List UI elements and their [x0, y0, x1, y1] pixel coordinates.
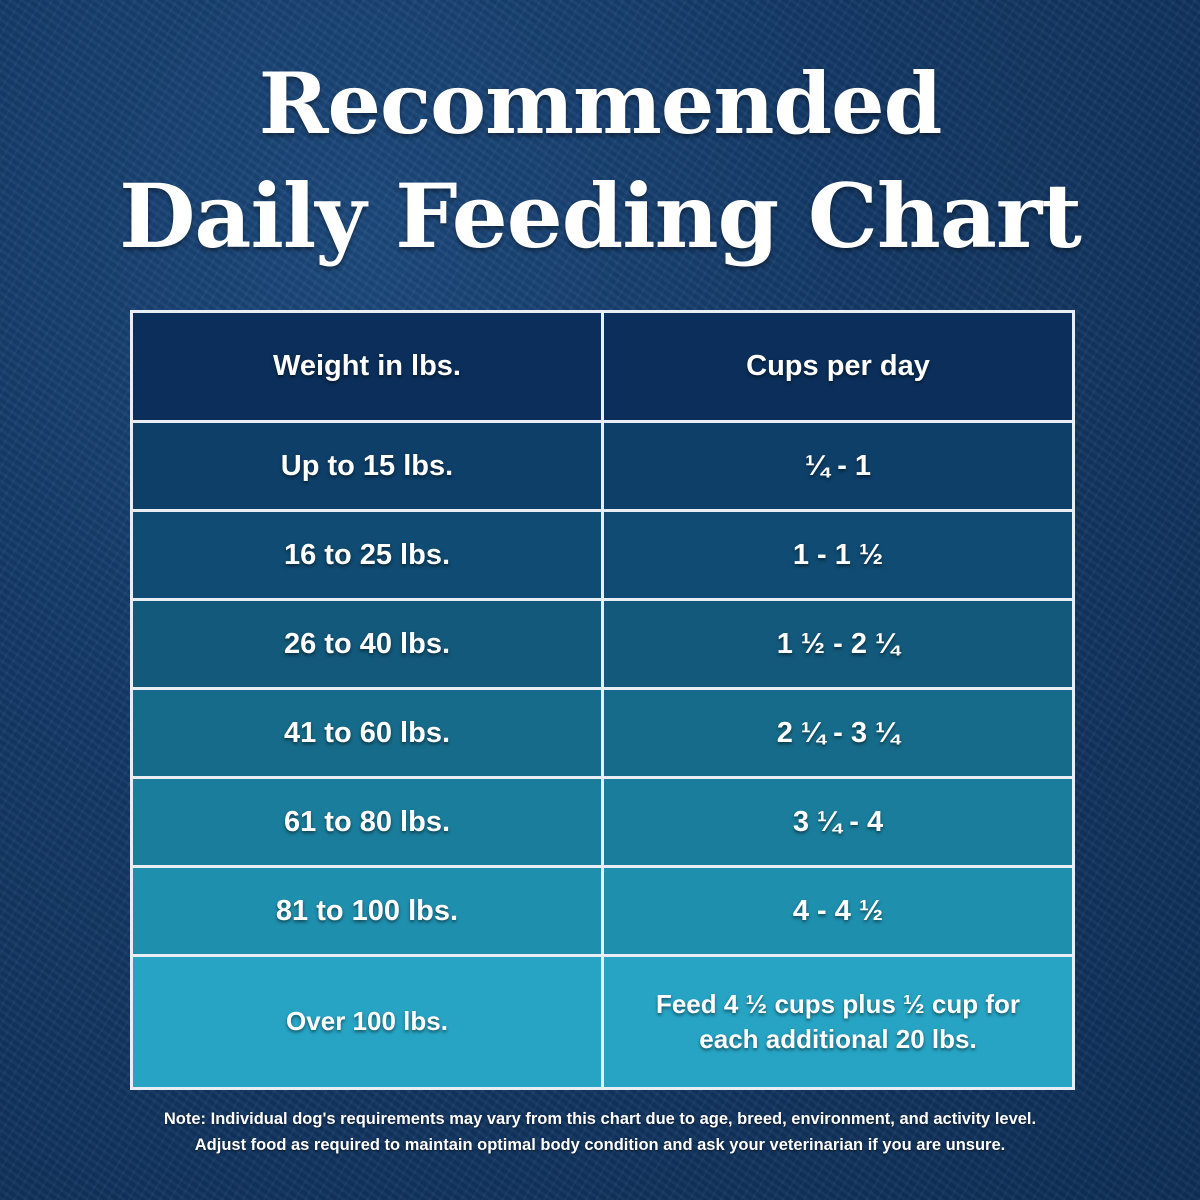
- weight-cell: Up to 15 lbs.: [130, 420, 604, 512]
- table-row: 41 to 60 lbs. 2 ¼ - 3 ¼: [130, 687, 1075, 779]
- table-row: Over 100 lbs. Feed 4 ½ cups plus ½ cup fo…: [130, 954, 1075, 1090]
- cups-cell: 2 ¼ - 3 ¼: [601, 687, 1075, 779]
- cups-cell: 4 - 4 ½: [601, 865, 1075, 957]
- weight-cell: 81 to 100 lbs.: [130, 865, 604, 957]
- cups-cell: Feed 4 ½ cups plus ½ cup for each additi…: [601, 954, 1075, 1090]
- table-row: 61 to 80 lbs. 3 ¼ - 4: [130, 776, 1075, 868]
- title-line-2: Daily Feeding Chart: [119, 164, 1082, 268]
- cups-cell: ¼ - 1: [601, 420, 1075, 512]
- weight-cell: 61 to 80 lbs.: [130, 776, 604, 868]
- weight-cell: 26 to 40 lbs.: [130, 598, 604, 690]
- header-weight: Weight in lbs.: [130, 310, 604, 423]
- table-row: 16 to 25 lbs. 1 - 1 ½: [130, 509, 1075, 601]
- table-row: 81 to 100 lbs. 4 - 4 ½: [130, 865, 1075, 957]
- cups-cell: 3 ¼ - 4: [601, 776, 1075, 868]
- header-cups: Cups per day: [601, 310, 1075, 423]
- feeding-table: Weight in lbs. Cups per day Up to 15 lbs…: [130, 310, 1075, 1090]
- note: Note: Individual dog's requirements may …: [0, 1106, 1200, 1158]
- note-line-2: Adjust food as required to maintain opti…: [194, 1136, 1006, 1154]
- title-line-1: Recommended: [258, 54, 943, 153]
- header-row: Weight in lbs. Cups per day: [130, 310, 1075, 423]
- table-row: Up to 15 lbs. ¼ - 1: [130, 420, 1075, 512]
- weight-cell: 16 to 25 lbs.: [130, 509, 604, 601]
- note-line-1: Note: Individual dog's requirements may …: [163, 1110, 1037, 1128]
- weight-cell: 41 to 60 lbs.: [130, 687, 604, 779]
- cups-cell: 1 ½ - 2 ¼: [601, 598, 1075, 690]
- cups-cell: 1 - 1 ½: [601, 509, 1075, 601]
- table-row: 26 to 40 lbs. 1 ½ - 2 ¼: [130, 598, 1075, 690]
- weight-cell: Over 100 lbs.: [130, 954, 604, 1090]
